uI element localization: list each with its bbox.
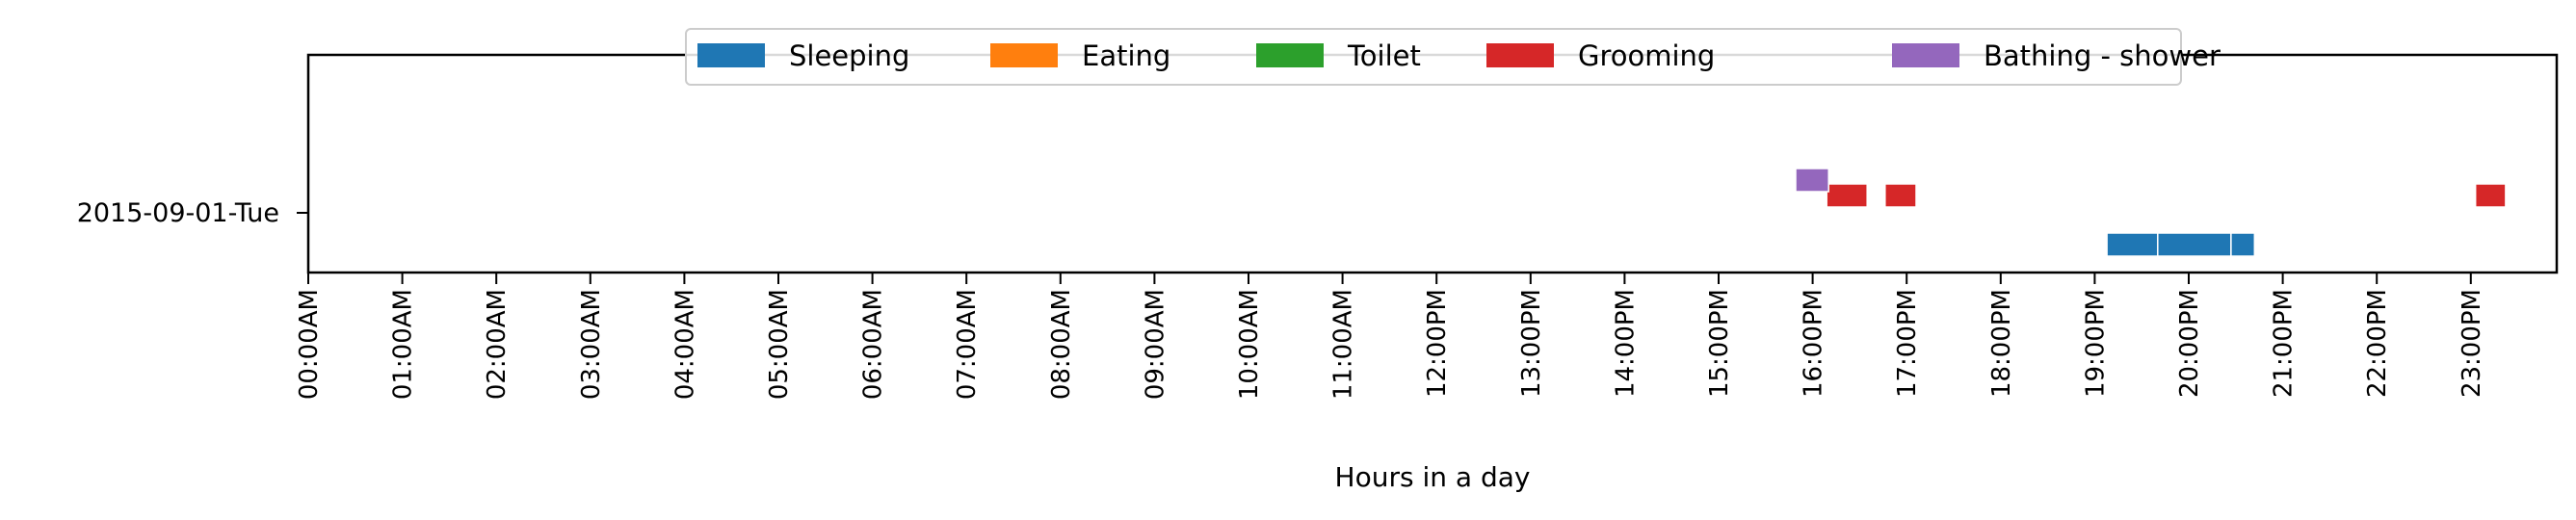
x-tick-label: 06:00AM	[859, 289, 888, 400]
legend-swatch-toilet	[1256, 43, 1324, 67]
x-tick-label: 18:00PM	[1987, 289, 2016, 398]
legend-swatch-eating	[990, 43, 1058, 67]
x-tick-label: 15:00PM	[1705, 289, 1734, 398]
x-tick-label: 20:00PM	[2175, 289, 2204, 398]
x-tick-label: 16:00PM	[1800, 289, 1828, 398]
x-tick-label: 10:00AM	[1235, 289, 1264, 400]
x-axis-title: Hours in a day	[1335, 461, 1531, 493]
x-tick-label: 14:00PM	[1611, 289, 1640, 398]
y-tick-label: 2015-09-01-Tue	[77, 198, 279, 228]
x-axis: 00:00AM 01:00AM 02:00AM 03:00AM 04:00AM 05:00…	[295, 273, 2486, 400]
x-tick-label: 23:00PM	[2458, 289, 2486, 398]
legend-swatch-grooming	[1486, 43, 1554, 67]
x-tick-label: 17:00PM	[1893, 289, 1922, 398]
x-tick-label: 22:00PM	[2363, 289, 2392, 398]
legend-label-bathing-shower: Bathing - shower	[1984, 39, 2221, 72]
segment-sleeping-2	[2157, 232, 2232, 257]
x-tick-label: 01:00AM	[389, 289, 418, 400]
x-tick-label: 07:00AM	[953, 289, 982, 400]
legend: Sleeping Eating Toilet Grooming Bathing - sh…	[685, 28, 2221, 86]
x-tick-label: 00:00AM	[295, 289, 324, 400]
segment-sleeping-1	[2106, 232, 2159, 257]
legend-label-sleeping: Sleeping	[789, 39, 909, 72]
legend-label-grooming: Grooming	[1578, 39, 1715, 72]
x-tick-label: 05:00AM	[765, 289, 794, 400]
legend-swatch-sleeping	[697, 43, 765, 67]
x-tick-label: 02:00AM	[483, 289, 512, 400]
x-tick-label: 09:00AM	[1141, 289, 1170, 400]
segment-sleeping-3	[2230, 232, 2256, 257]
legend-label-eating: Eating	[1082, 39, 1170, 72]
x-tick-label: 21:00PM	[2270, 289, 2299, 398]
segment-bathing-shower-1	[1795, 168, 1829, 193]
legend-frame	[685, 28, 2182, 86]
activity-segments	[1795, 168, 2507, 257]
x-tick-label: 19:00PM	[2081, 289, 2110, 398]
segment-grooming-1	[1826, 183, 1868, 208]
x-tick-label: 13:00PM	[1517, 289, 1546, 398]
x-tick-label: 08:00AM	[1047, 289, 1076, 400]
x-tick-label: 04:00AM	[670, 289, 699, 400]
segment-grooming-3	[2474, 183, 2507, 208]
legend-swatch-bathing-shower	[1892, 43, 1959, 67]
x-tick-label: 11:00AM	[1329, 289, 1358, 400]
x-tick-label: 03:00AM	[577, 289, 606, 400]
legend-label-toilet: Toilet	[1347, 39, 1421, 72]
x-tick-label: 12:00PM	[1423, 289, 1452, 398]
y-axis: 2015-09-01-Tue	[77, 198, 308, 228]
segment-grooming-2	[1884, 183, 1917, 208]
